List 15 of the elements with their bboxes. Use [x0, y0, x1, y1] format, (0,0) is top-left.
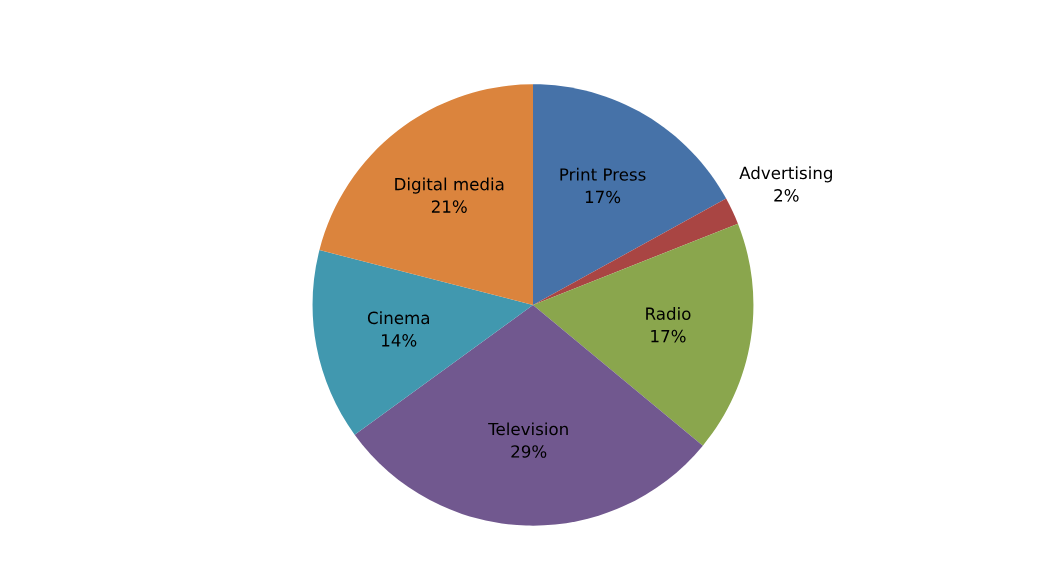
slice-label: Television — [488, 422, 568, 436]
slice-label: Print Press — [560, 167, 646, 181]
data-label: 17% — [651, 329, 686, 343]
slice-label: Radio — [646, 307, 691, 320]
data-label: 29% — [511, 445, 547, 458]
data-label: 17% — [585, 190, 621, 204]
slice-label: Digital media — [395, 177, 504, 194]
data-label: 2% — [774, 189, 799, 202]
pie-slice — [354, 304, 703, 526]
slice-label: Advertising — [739, 166, 832, 183]
data-label: 21% — [431, 200, 467, 213]
data-label: 14% — [382, 334, 417, 347]
pie-slice — [532, 84, 727, 305]
pie-slice — [319, 84, 533, 305]
slice-label: Cinema — [367, 311, 429, 325]
